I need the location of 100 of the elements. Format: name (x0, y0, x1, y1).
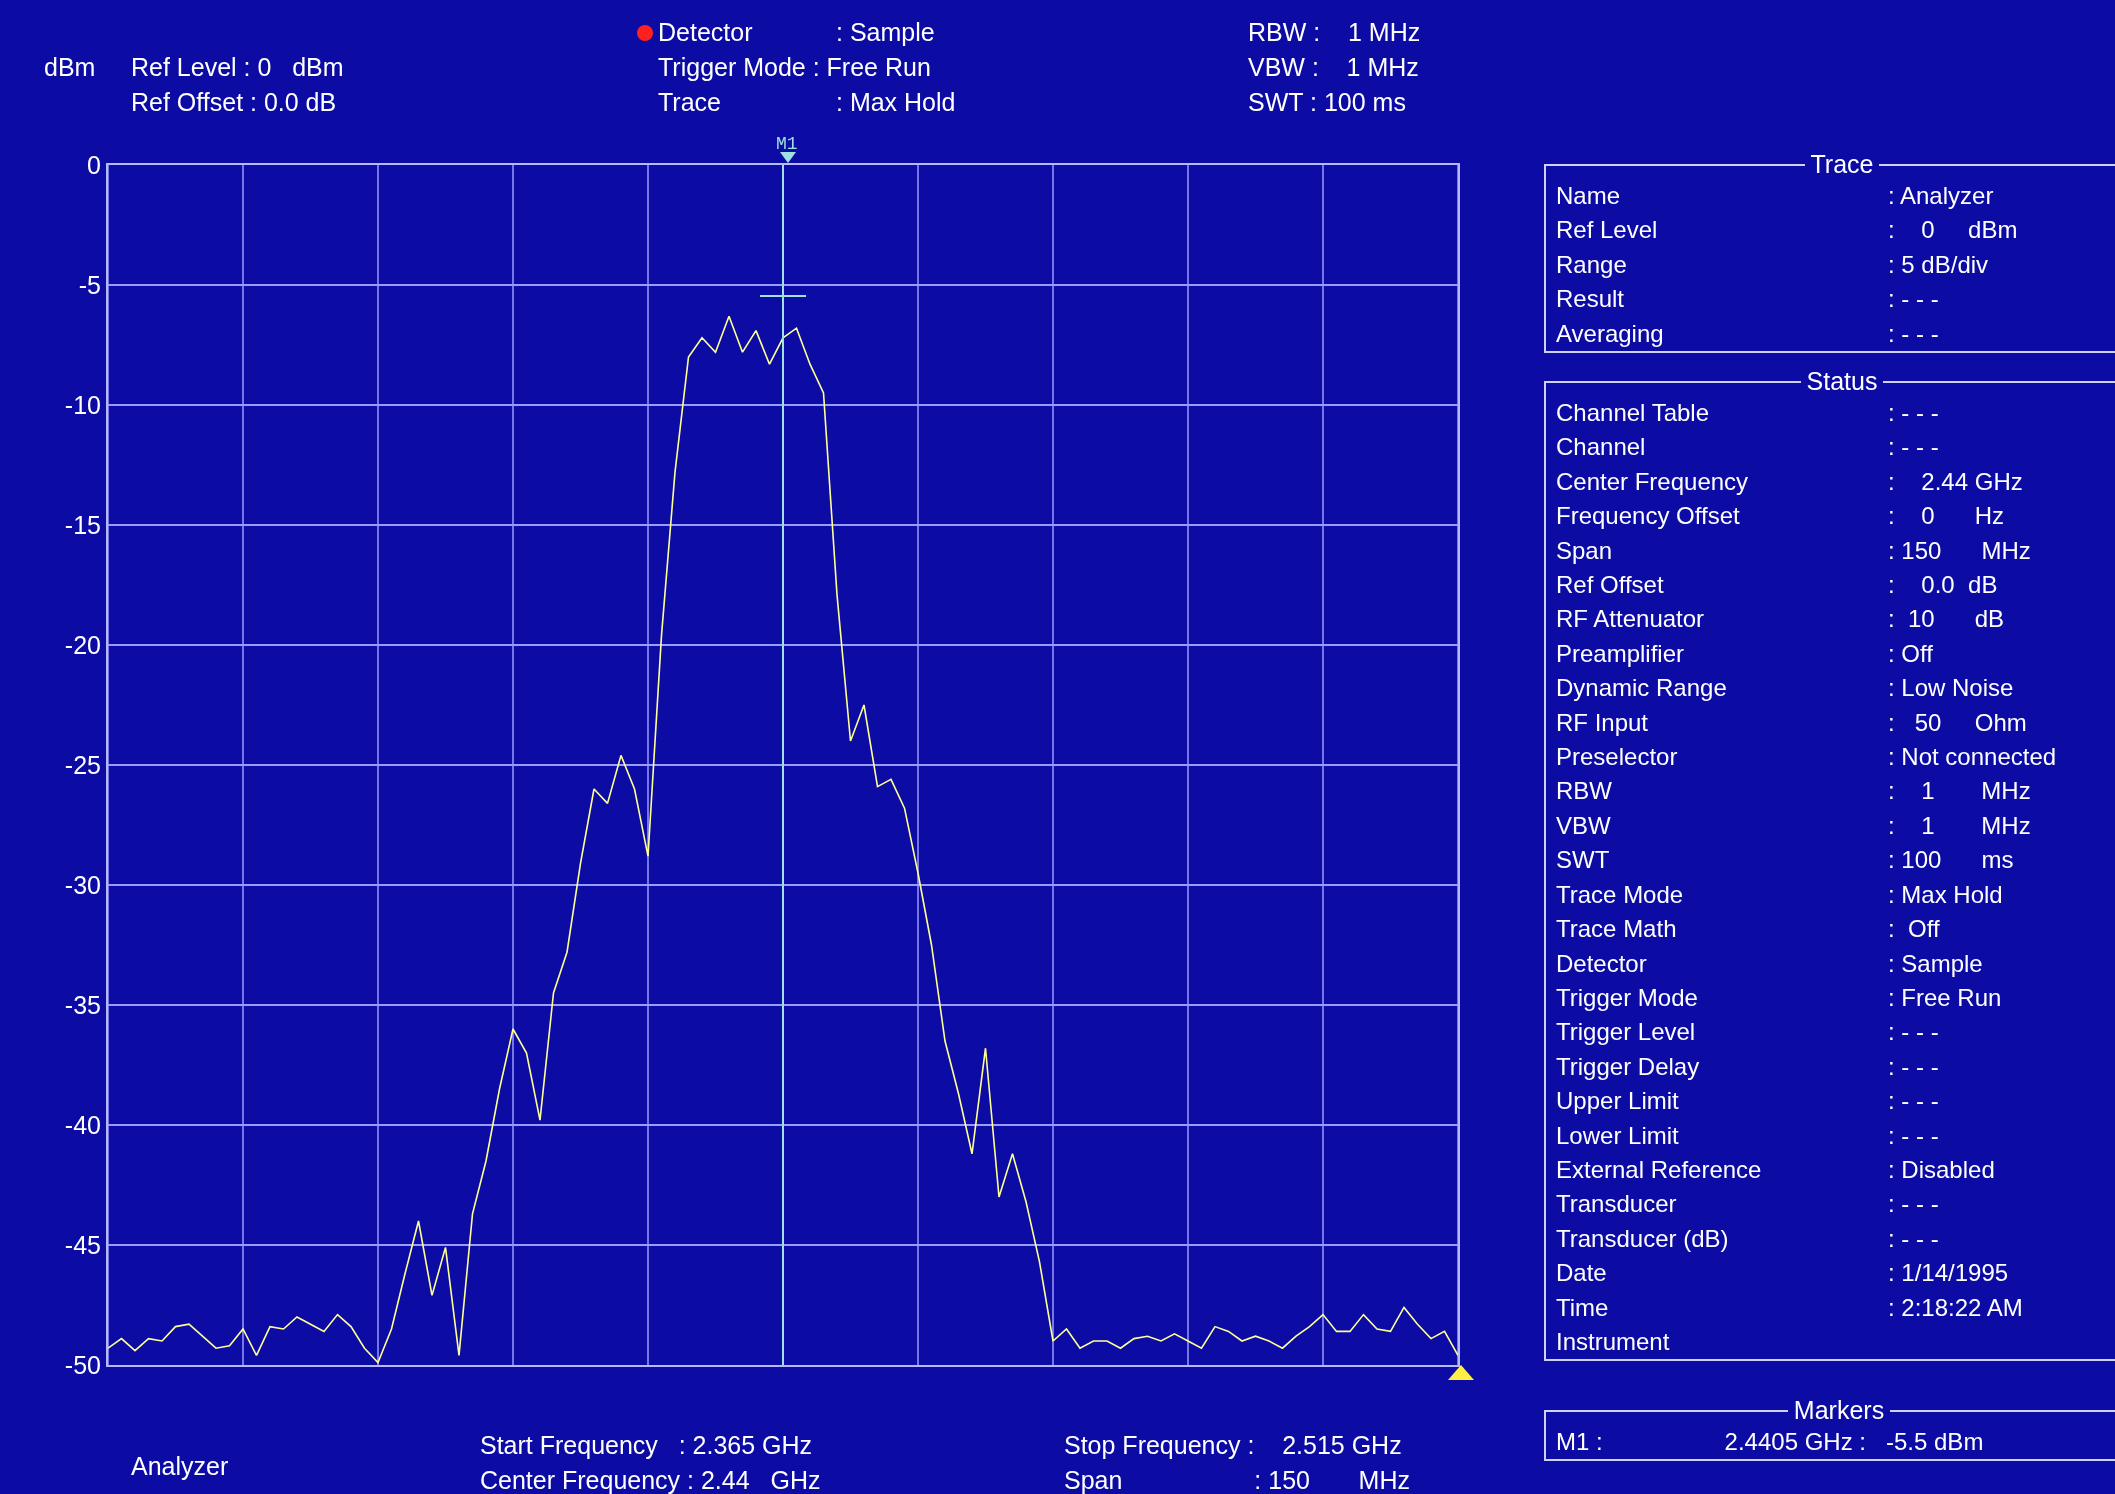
text: Trigger Mode (1556, 982, 1699, 1013)
y-tick-label: -45 (64, 1230, 101, 1259)
y-tick-label: -30 (64, 870, 101, 899)
text: : 1 MHz (1888, 810, 2032, 841)
text: Ref Offset : 0.0 dB (131, 87, 337, 117)
text: Trigger Mode : Free Run (658, 52, 931, 82)
text: Ref Level : 0 dBm (131, 52, 344, 82)
text: Trace (1809, 150, 1875, 179)
text: Dynamic Range (1556, 673, 1728, 704)
text: Frequency Offset (1556, 501, 1741, 532)
text: : Sample (836, 17, 935, 47)
text: : Max Hold (836, 87, 956, 117)
text: : 2:18:22 AM (1888, 1292, 2024, 1323)
text: -5.5 dBm (1886, 1427, 1984, 1457)
text: : Disabled (1888, 1154, 1996, 1185)
text: Date (1556, 1258, 1608, 1289)
text: : 2.44 GHz (1888, 466, 2024, 497)
text: Channel Table (1556, 398, 1710, 428)
text: Instrument (1556, 1326, 1671, 1357)
text: M1 : (1556, 1427, 1603, 1457)
text: : - - - (1888, 398, 1940, 428)
text: Span (1556, 535, 1614, 566)
text: : 0.0 dB (1888, 570, 1999, 601)
text: : Analyzer (1888, 181, 1995, 211)
text: : - - - (1888, 1086, 1940, 1117)
text: RF Attenuator (1556, 604, 1706, 635)
text: : 100 ms (1888, 845, 2015, 876)
text: : - - - (1888, 432, 1940, 463)
y-tick-label: -25 (64, 750, 101, 779)
y-tick-label: 0 (87, 150, 101, 179)
y-tick-label: -5 (78, 270, 101, 299)
text: Span : 150 MHz (1064, 1465, 1410, 1494)
text: Transducer (dB) (1556, 1223, 1730, 1254)
text: SWT (1556, 845, 1611, 876)
text: Detector (658, 17, 753, 47)
text: : - - - (1888, 318, 1940, 349)
text: Ref Offset (1556, 570, 1665, 601)
text: : Sample (1888, 948, 1984, 979)
text: Preamplifier (1556, 638, 1686, 669)
y-tick-label: -10 (64, 390, 101, 419)
text: : 1/14/1995 (1888, 1258, 2010, 1289)
y-tick-label: -20 (64, 630, 101, 659)
text: : - - - (1888, 1189, 1940, 1220)
text: : Off (1888, 638, 1934, 669)
text: Time (1556, 1292, 1610, 1323)
text: : Max Hold (1888, 879, 2004, 910)
text: Ref Level (1556, 215, 1659, 246)
text: External Reference (1556, 1154, 1763, 1185)
text: Lower Limit (1556, 1120, 1680, 1151)
text: Center Frequency : 2.44 GHz (480, 1465, 821, 1494)
text: : - - - (1888, 1223, 1940, 1254)
text: SWT : 100 ms (1248, 87, 1406, 117)
y-tick-label: -15 (64, 510, 101, 539)
text: M1 (776, 134, 798, 154)
y-tick-label: -40 (64, 1110, 101, 1139)
y-axis-title: dBm (44, 52, 96, 82)
text: Markers (1792, 1396, 1886, 1425)
text: Range (1556, 249, 1628, 280)
y-tick-label: -50 (64, 1350, 101, 1379)
text: : - - - (1888, 284, 1940, 315)
text: : Off (1888, 914, 1941, 945)
text: 2.4405 GHz : (1724, 1427, 1867, 1457)
text: : 50 Ohm (1888, 707, 2028, 738)
text: Trace (658, 87, 721, 117)
text: Detector (1556, 948, 1648, 979)
text: : 0 dBm (1888, 215, 2019, 246)
text: : 150 MHz (1888, 535, 2032, 566)
text: : - - - (1888, 1017, 1940, 1048)
text: Transducer (1556, 1189, 1678, 1220)
text: : 10 dB (1888, 604, 2006, 635)
text: Channel (1556, 432, 1647, 463)
text: Trace Mode (1556, 879, 1685, 910)
text: : Free Run (1888, 982, 2003, 1013)
text: Center Frequency (1556, 466, 1750, 497)
text: : - - - (1888, 1120, 1940, 1151)
text: Name (1556, 181, 1622, 211)
text: RBW : 1 MHz (1248, 17, 1421, 47)
text: Trace Math (1556, 914, 1678, 945)
text: : Not connected (1888, 742, 2058, 773)
y-tick-label: -35 (64, 990, 101, 1019)
text: Trigger Delay (1556, 1051, 1701, 1082)
text: Upper Limit (1556, 1086, 1680, 1117)
text: Analyzer (131, 1451, 229, 1481)
text: RF Input (1556, 707, 1650, 738)
text: Result (1556, 284, 1626, 315)
text: : - - - (1888, 1051, 1940, 1082)
text: : 5 dB/div (1888, 249, 1990, 280)
text: Start Frequency : 2.365 GHz (480, 1430, 813, 1460)
text: Trigger Level (1556, 1017, 1697, 1048)
text: : Low Noise (1888, 673, 2015, 704)
text: : 1 MHz (1888, 776, 2032, 807)
text: Stop Frequency : 2.515 GHz (1064, 1430, 1402, 1460)
line-series (108, 315, 1458, 1364)
text: Averaging (1556, 318, 1665, 349)
text: RBW (1556, 776, 1613, 807)
text: VBW : 1 MHz (1248, 52, 1419, 82)
text: : 0 Hz (1888, 501, 2006, 532)
text: Status (1805, 367, 1879, 396)
text: Preselector (1556, 742, 1679, 773)
text: VBW (1556, 810, 1612, 841)
